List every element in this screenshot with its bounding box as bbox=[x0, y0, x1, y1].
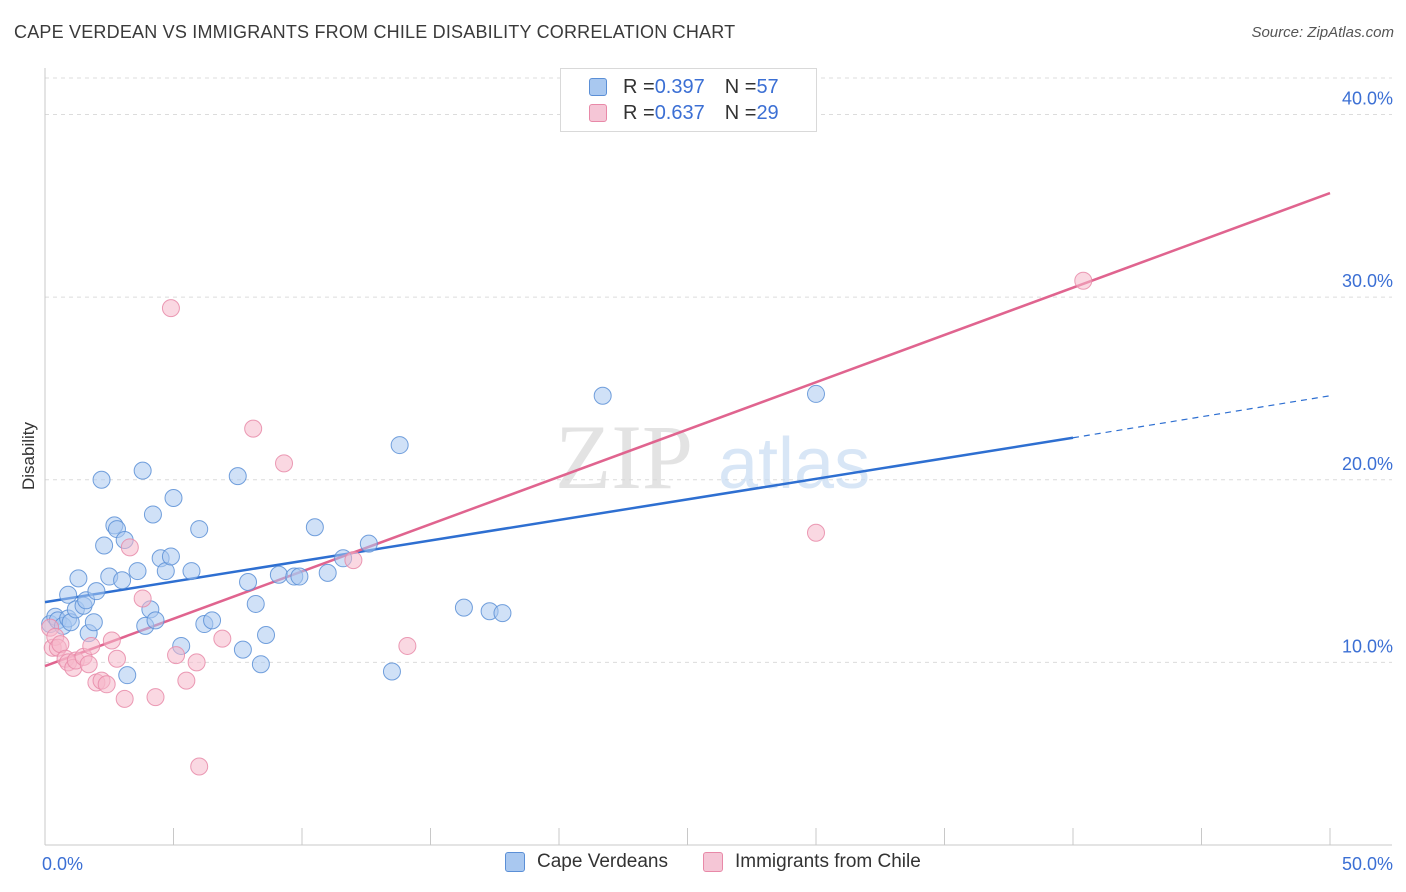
series-legend: Cape Verdeans Immigrants from Chile bbox=[0, 851, 1406, 877]
data-points bbox=[41, 271, 1093, 776]
chile-point bbox=[107, 649, 126, 668]
tick-labels: 10.0% 20.0% 30.0% 40.0% 0.0% 50.0% bbox=[42, 89, 1393, 874]
cape-verdean-point bbox=[233, 640, 252, 659]
y-tick-label: 20.0% bbox=[1342, 454, 1393, 474]
cape-verdean-point bbox=[84, 613, 103, 632]
cape-verdean-point bbox=[203, 611, 222, 630]
legend-item-chile[interactable]: Immigrants from Chile bbox=[703, 851, 921, 873]
r-value: 0.397 bbox=[654, 75, 705, 98]
chile-point bbox=[187, 653, 206, 672]
cape-verdean-point bbox=[161, 547, 180, 566]
legend-label: Immigrants from Chile bbox=[735, 851, 921, 872]
x-tick-label: 50.0% bbox=[1342, 854, 1393, 874]
blue-swatch bbox=[589, 78, 607, 96]
stats-legend-row-cape-verdeans: R = 0.397 N = 57 bbox=[589, 75, 779, 99]
cape-verdean-trend-line bbox=[44, 436, 1074, 604]
cape-verdean-point bbox=[305, 518, 324, 537]
n-label: N = bbox=[724, 101, 757, 124]
chile-point bbox=[102, 631, 121, 650]
cape-verdean-point bbox=[182, 562, 201, 581]
cape-verdean-point bbox=[290, 567, 309, 586]
cape-verdean-point bbox=[493, 604, 512, 623]
chile-point bbox=[213, 629, 232, 648]
y-axis-label: Disability bbox=[19, 421, 38, 490]
axes bbox=[44, 68, 1392, 846]
cape-verdean-point bbox=[95, 536, 114, 555]
chile-point bbox=[120, 538, 139, 557]
stats-legend-row-chile: R = 0.637 N = 29 bbox=[589, 101, 779, 125]
chile-point bbox=[190, 757, 209, 776]
chile-point bbox=[97, 675, 116, 694]
cape-verdean-point bbox=[246, 594, 265, 613]
chile-trend-line bbox=[44, 191, 1331, 668]
chile-point bbox=[82, 636, 101, 655]
cape-verdean-point bbox=[390, 436, 409, 455]
cape-verdean-trend-extension bbox=[1072, 395, 1331, 439]
chile-point bbox=[133, 589, 152, 608]
chile-point bbox=[275, 454, 294, 473]
x-tick-label: 0.0% bbox=[42, 854, 83, 874]
y-tick-label: 40.0% bbox=[1342, 89, 1393, 109]
chile-point bbox=[398, 636, 417, 655]
cape-verdean-point bbox=[133, 461, 152, 480]
chile-point bbox=[115, 689, 134, 708]
cape-verdean-point bbox=[251, 655, 270, 674]
cape-verdean-point bbox=[454, 598, 473, 617]
cape-verdean-point bbox=[59, 585, 78, 604]
legend-label: Cape Verdeans bbox=[537, 851, 668, 872]
y-tick-label: 10.0% bbox=[1342, 636, 1393, 656]
cape-verdean-point bbox=[228, 467, 247, 486]
n-value: 29 bbox=[756, 101, 779, 124]
cape-verdean-point bbox=[164, 489, 183, 508]
pink-swatch bbox=[589, 104, 607, 122]
chile-point bbox=[146, 688, 165, 707]
n-label: N = bbox=[724, 75, 757, 98]
chile-point bbox=[161, 299, 180, 318]
cape-verdean-point bbox=[69, 569, 88, 588]
cape-verdean-point bbox=[359, 534, 378, 553]
chile-point bbox=[344, 551, 363, 570]
y-tick-label: 30.0% bbox=[1342, 271, 1393, 291]
cape-verdean-point bbox=[257, 625, 276, 644]
r-value: 0.637 bbox=[654, 101, 705, 124]
watermark-zip: ZIP bbox=[555, 406, 693, 508]
chart-title: CAPE VERDEAN VS IMMIGRANTS FROM CHILE DI… bbox=[14, 22, 736, 42]
cape-verdean-point bbox=[118, 666, 137, 685]
chile-point bbox=[79, 655, 98, 674]
source-label: Source: ZipAtlas.com bbox=[1251, 24, 1394, 41]
cape-verdean-point bbox=[269, 565, 288, 584]
cape-verdean-point bbox=[146, 611, 165, 630]
legend-item-cape-verdeans[interactable]: Cape Verdeans bbox=[505, 851, 668, 873]
watermark: ZIP atlas bbox=[555, 406, 870, 508]
cape-verdean-point bbox=[382, 662, 401, 681]
r-label: R = bbox=[623, 101, 655, 124]
cape-verdean-point bbox=[92, 470, 111, 489]
n-value: 57 bbox=[756, 75, 779, 98]
chile-point bbox=[1074, 271, 1093, 290]
cape-verdean-point bbox=[239, 573, 258, 592]
cape-verdean-point bbox=[143, 505, 162, 524]
chile-point bbox=[167, 646, 186, 665]
cape-verdean-point bbox=[190, 520, 209, 539]
chile-point bbox=[177, 671, 196, 690]
blue-swatch bbox=[505, 852, 525, 872]
r-label: R = bbox=[623, 75, 655, 98]
cape-verdean-point bbox=[593, 386, 612, 405]
trend-lines bbox=[44, 191, 1331, 668]
cape-verdean-point bbox=[128, 562, 147, 581]
chile-point bbox=[244, 419, 263, 438]
cape-verdean-point bbox=[318, 563, 337, 582]
cape-verdean-point bbox=[113, 571, 132, 590]
pink-swatch bbox=[703, 852, 723, 872]
cape-verdean-point bbox=[807, 384, 825, 403]
stats-legend: R = 0.397 N = 57 R = 0.637 N = 29 bbox=[560, 68, 817, 132]
chile-point bbox=[807, 523, 825, 542]
cape-verdean-point bbox=[87, 582, 106, 601]
